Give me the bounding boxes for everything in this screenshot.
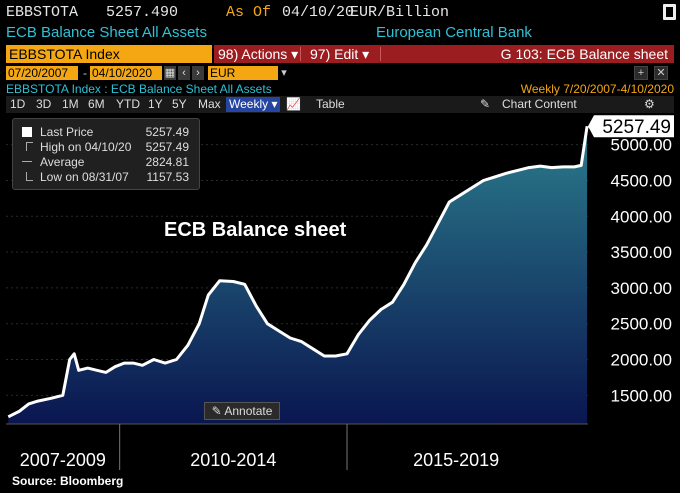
currency-select[interactable]: EUR	[208, 66, 278, 80]
low-marker-icon	[26, 172, 33, 181]
next-icon[interactable]: ›	[192, 66, 204, 80]
pencil-icon[interactable]: ✎	[480, 97, 491, 111]
chart-subtitle-row: EBBSTOTA Index : ECB Balance Sheet All A…	[6, 82, 674, 96]
series-line	[7, 125, 589, 419]
series-area	[8, 126, 588, 424]
legend-box: Last Price 5257.49 High on 04/10/20 5257…	[12, 118, 200, 190]
period-1d[interactable]: 1D	[10, 97, 26, 111]
legend-row-low: Low on 08/31/07 1157.53	[18, 170, 194, 184]
y-tick-label: 2500.00	[611, 315, 672, 334]
balance-sheet-chart: 1500.00 2000.00 2500.00 3000.00 3500.00 4000.…	[6, 115, 674, 470]
legend-value: 5257.49	[145, 125, 189, 139]
ticker: EBBSTOTA	[6, 4, 79, 21]
legend-row-average: Average 2824.81	[18, 155, 194, 169]
security-header: EBBSTOTA 5257.490 As Of 04/10/20 EUR/Bil…	[6, 4, 680, 24]
chart-content-button[interactable]: Chart Content	[502, 97, 577, 111]
source-label: Source: Bloomberg	[12, 474, 124, 488]
last-value-callout: 5257.49	[588, 115, 674, 138]
last-value: 5257.490	[106, 4, 179, 21]
gear-icon[interactable]: ⚙	[644, 97, 655, 111]
units: EUR/Billion	[350, 4, 450, 21]
x-period-label: 2010-2014	[190, 450, 276, 470]
range-dash: -	[83, 66, 87, 80]
period-1m[interactable]: 1M	[62, 97, 79, 111]
legend-label: Average	[40, 155, 85, 169]
chart-area: 1500.00 2000.00 2500.00 3000.00 3500.00 4000.…	[6, 114, 674, 472]
high-marker-icon	[26, 142, 33, 151]
close-icon[interactable]: ✕	[654, 66, 668, 80]
average-line-icon	[22, 161, 32, 162]
legend-value: 5257.49	[145, 140, 189, 154]
x-period-label: 2015-2019	[413, 450, 499, 470]
last-value-label: 5257.49	[602, 117, 671, 138]
period-5y[interactable]: 5Y	[172, 97, 187, 111]
legend-label: Low on 08/31/07	[40, 170, 129, 184]
start-date-input[interactable]: 07/20/2007	[6, 66, 78, 80]
period-ytd[interactable]: YTD	[116, 97, 140, 111]
calendar-icon[interactable]: ▦	[164, 66, 176, 80]
annotate-label: Annotate	[224, 404, 273, 418]
chevron-down-icon[interactable]: ▾	[278, 66, 290, 80]
frequency-select[interactable]: Weekly ▾	[226, 97, 281, 112]
chart-title: ECB Balance sheet	[164, 219, 347, 241]
chart-line-icon[interactable]: 📈	[286, 97, 301, 111]
legend-row-last: Last Price 5257.49	[18, 125, 194, 139]
y-tick-label: 4500.00	[611, 171, 672, 190]
window-icon[interactable]	[663, 4, 676, 20]
legend-label: Last Price	[40, 125, 94, 139]
table-button[interactable]: Table	[316, 97, 345, 111]
pencil-icon: ✎	[211, 404, 222, 418]
security-name: ECB Balance Sheet All Assets	[6, 24, 207, 41]
prev-icon[interactable]: ‹	[178, 66, 190, 80]
annotate-button[interactable]: ✎ Annotate	[204, 402, 280, 420]
x-period-label: 2007-2009	[20, 450, 106, 470]
edit-menu[interactable]: 97) Edit ▾	[310, 46, 370, 62]
legend-value: 1157.53	[146, 170, 190, 184]
as-of-date: 04/10/20	[282, 4, 355, 21]
legend-swatch-icon	[22, 127, 32, 137]
y-tick-label: 5000.00	[611, 136, 672, 155]
end-date-input[interactable]: 04/10/2020	[90, 66, 162, 80]
as-of-label: As Of	[226, 4, 272, 21]
source-name: European Central Bank	[376, 24, 532, 41]
period-6m[interactable]: 6M	[88, 97, 105, 111]
y-tick-label: 2000.00	[611, 351, 672, 370]
y-tick-label: 3500.00	[611, 243, 672, 262]
y-tick-label: 4000.00	[611, 207, 672, 226]
actions-menu[interactable]: 98) Actions ▾	[218, 46, 299, 62]
separator	[300, 47, 301, 61]
command-bar: 98) Actions ▾ 97) Edit ▾ G 103: ECB Bala…	[214, 45, 674, 63]
period-3d[interactable]: 3D	[36, 97, 52, 111]
y-tick-label: 1500.00	[611, 386, 672, 405]
security-subheader: ECB Balance Sheet All Assets European Ce…	[6, 24, 680, 42]
y-tick-label: 3000.00	[611, 279, 672, 298]
separator	[380, 47, 381, 61]
legend-value: 2824.81	[145, 155, 189, 169]
period-1y[interactable]: 1Y	[148, 97, 163, 111]
index-label[interactable]: EBBSTOTA Index	[6, 45, 212, 63]
period-max[interactable]: Max	[198, 97, 221, 111]
legend-label: High on 04/10/20	[40, 140, 132, 154]
chart-subtitle: EBBSTOTA Index : ECB Balance Sheet All A…	[6, 82, 272, 96]
legend-row-high: High on 04/10/20 5257.49	[18, 140, 194, 154]
function-title: G 103: ECB Balance sheet	[500, 46, 668, 62]
chart-range-label: Weekly 7/20/2007-4/10/2020	[520, 82, 674, 96]
chart-toolbar: 1D 3D 1M 6M YTD 1Y 5Y Max Weekly ▾ 📈 Tab…	[6, 96, 674, 113]
zoom-in-icon[interactable]: +	[634, 66, 648, 80]
